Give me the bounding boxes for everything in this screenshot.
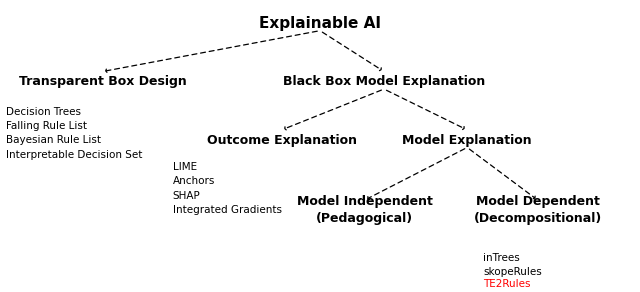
Text: Model Dependent
(Decompositional): Model Dependent (Decompositional) — [474, 195, 602, 225]
Text: Model Explanation: Model Explanation — [403, 134, 532, 147]
Text: Outcome Explanation: Outcome Explanation — [207, 134, 356, 147]
Text: Transparent Box Design: Transparent Box Design — [19, 75, 186, 88]
Text: inTrees
skopeRules: inTrees skopeRules — [483, 253, 542, 277]
Text: Explainable AI: Explainable AI — [259, 16, 381, 31]
Text: Decision Trees
Falling Rule List
Bayesian Rule List
Interpretable Decision Set: Decision Trees Falling Rule List Bayesia… — [6, 107, 143, 160]
Text: Black Box Model Explanation: Black Box Model Explanation — [283, 75, 485, 88]
Text: TE2Rules: TE2Rules — [483, 279, 531, 289]
Text: Model Independent
(Pedagogical): Model Independent (Pedagogical) — [297, 195, 433, 225]
Text: LIME
Anchors
SHAP
Integrated Gradients: LIME Anchors SHAP Integrated Gradients — [173, 162, 282, 215]
